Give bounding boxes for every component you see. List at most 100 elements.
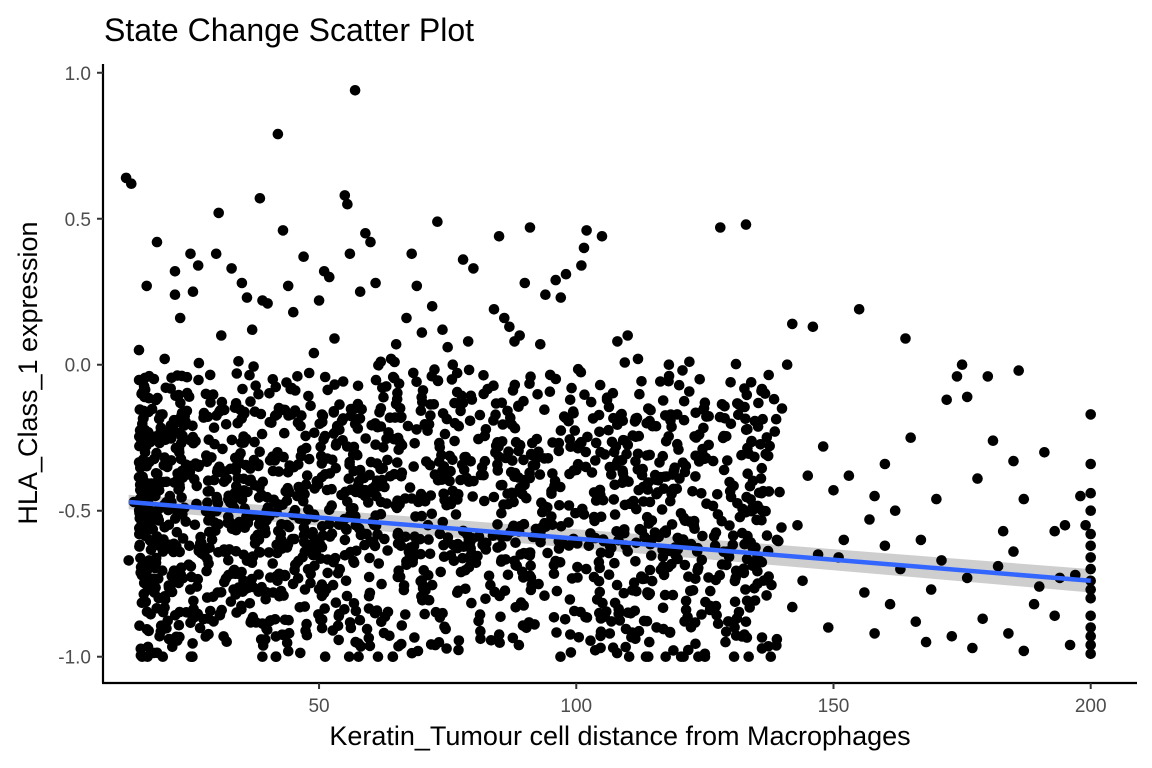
data-point [468,475,479,487]
data-point [308,347,320,359]
data-point [619,524,630,535]
data-point [437,607,448,619]
data-point [205,605,216,617]
data-point [177,533,189,544]
data-point [218,544,230,555]
data-point [260,634,271,645]
data-point [173,619,185,631]
data-point [277,225,289,236]
data-point [448,555,460,567]
data-point [444,450,456,462]
data-point [231,368,243,379]
data-point [264,388,275,399]
data-point [203,434,215,446]
data-point [215,467,227,478]
data-point [316,409,328,420]
data-point [675,651,687,662]
x-tick-label: 100 [560,696,592,717]
data-point [174,546,185,558]
data-point [869,490,880,502]
data-point [187,420,198,432]
data-point [238,437,249,449]
data-point [442,537,454,548]
data-point [401,312,412,324]
data-point [211,491,222,503]
data-point [298,251,309,262]
data-point [173,484,184,495]
data-point [316,622,328,634]
data-point [673,379,685,391]
data-point [169,266,181,277]
data-point [797,575,808,587]
data-point [475,625,486,637]
data-point [218,631,229,642]
data-point [1013,365,1024,376]
data-point [269,455,281,466]
data-point [608,494,620,505]
data-point [409,438,421,449]
data-point [493,629,505,640]
data-point [630,556,641,567]
data-point [506,487,518,499]
data-point [746,505,757,517]
data-point [542,547,553,559]
data-point [638,496,649,507]
data-point [396,439,408,451]
data-point [342,198,353,210]
data-point [361,528,373,540]
data-point [660,651,671,662]
data-point [468,263,479,274]
data-point [365,236,376,248]
data-point [724,520,735,531]
data-point [363,497,374,508]
data-point [219,576,230,588]
data-point [884,598,896,610]
data-point [910,616,922,627]
data-point [126,178,137,189]
data-point [316,614,328,625]
data-point [293,481,305,493]
data-point [483,570,495,582]
data-point [743,651,754,662]
data-point [415,576,427,587]
trend-line [128,499,1091,584]
data-point [838,534,850,546]
data-point [157,565,168,576]
data-point [459,451,470,463]
data-point [698,422,709,434]
data-point [135,552,146,564]
data-point [889,505,901,516]
y-tick-label: -1.0 [58,648,91,669]
data-point [644,636,655,648]
data-point [712,618,724,629]
data-point [480,424,492,435]
data-point [148,486,160,498]
data-point [390,339,402,350]
data-point [316,541,328,553]
data-point [604,628,616,639]
data-point [580,446,592,458]
data-point [524,222,536,233]
data-point [365,456,377,468]
data-point [393,378,405,390]
data-point [720,626,732,638]
data-point [422,425,433,437]
data-point [749,451,760,463]
data-point [593,556,605,568]
x-tick-label: 200 [1075,696,1107,717]
data-point [437,408,449,419]
data-point [697,530,708,542]
data-point [265,572,276,583]
data-point [745,377,757,388]
data-point [701,411,712,422]
data-point [288,306,299,318]
data-point [187,651,198,662]
data-point [152,392,163,404]
data-point [226,263,237,274]
data-point [364,587,376,599]
data-point [424,548,436,560]
data-point [305,577,316,589]
data-point [510,436,522,448]
data-point [294,602,306,613]
data-point [223,494,234,505]
